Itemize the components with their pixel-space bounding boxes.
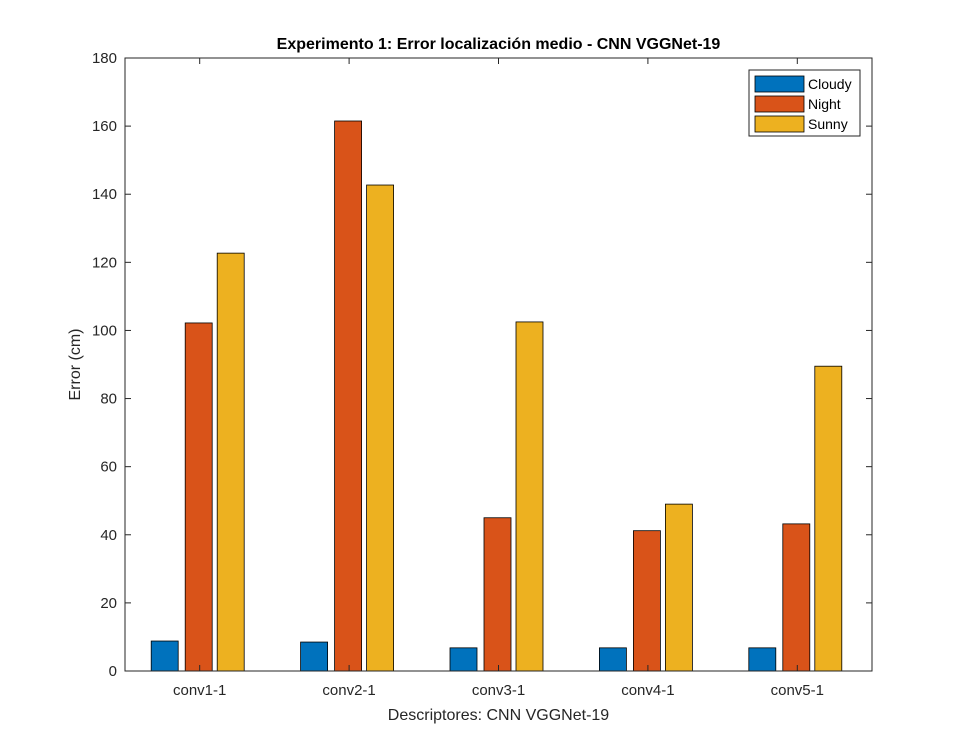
chart-title: Experimento 1: Error localización medio … [277, 36, 721, 53]
x-tick-label: conv5-1 [771, 682, 824, 699]
x-tick-label: conv4-1 [621, 682, 674, 699]
bar-sunny-conv4-1 [665, 503, 693, 672]
x-axis-label: Descriptores: CNN VGGNet-19 [388, 707, 609, 724]
y-tick-label: 40 [100, 527, 117, 544]
x-tick-label: conv2-1 [322, 682, 375, 699]
x-axis: conv1-1 conv2-1 conv3-1 conv4-1 conv5-1 [173, 58, 824, 699]
y-tick-label: 140 [92, 186, 117, 203]
y-tick-label: 100 [92, 322, 117, 339]
y-tick-label: 20 [100, 595, 117, 612]
bar-night-conv3-1 [483, 517, 512, 672]
legend-swatch-cloudy [754, 75, 805, 93]
legend-swatch-night [754, 95, 805, 113]
bar-sunny-conv3-1 [515, 321, 544, 672]
bar-cloudy-conv3-1 [449, 647, 478, 672]
y-tick-label: 180 [92, 50, 117, 67]
y-axis: 0 20 40 60 80 100 120 140 160 180 [92, 50, 872, 680]
bar-cloudy-conv1-1 [150, 640, 179, 672]
legend-label-cloudy: Cloudy [808, 76, 852, 92]
bar-night-conv5-1 [782, 523, 811, 672]
legend-label-night: Night [808, 96, 841, 112]
y-axis-label: Error (cm) [67, 329, 84, 401]
x-tick-label: conv3-1 [472, 682, 525, 699]
bar-cloudy-conv4-1 [599, 647, 627, 672]
y-tick-label: 160 [92, 118, 117, 135]
bar-sunny-conv5-1 [814, 365, 843, 672]
bars-group [150, 120, 843, 672]
legend-label-sunny: Sunny [808, 116, 848, 132]
y-tick-label: 0 [109, 663, 117, 680]
y-tick-label: 80 [100, 391, 117, 408]
y-tick-label: 60 [100, 459, 117, 476]
bar-sunny-conv1-1 [216, 252, 245, 672]
bar-night-conv2-1 [334, 120, 363, 672]
bar-night-conv1-1 [184, 322, 213, 672]
bar-cloudy-conv5-1 [748, 647, 777, 672]
legend: Cloudy Night Sunny [748, 69, 861, 137]
bar-sunny-conv2-1 [366, 184, 395, 672]
x-tick-label: conv1-1 [173, 682, 226, 699]
y-tick-label: 120 [92, 254, 117, 271]
bar-cloudy-conv2-1 [300, 641, 329, 672]
bar-night-conv4-1 [633, 530, 661, 672]
legend-swatch-sunny [754, 115, 805, 133]
